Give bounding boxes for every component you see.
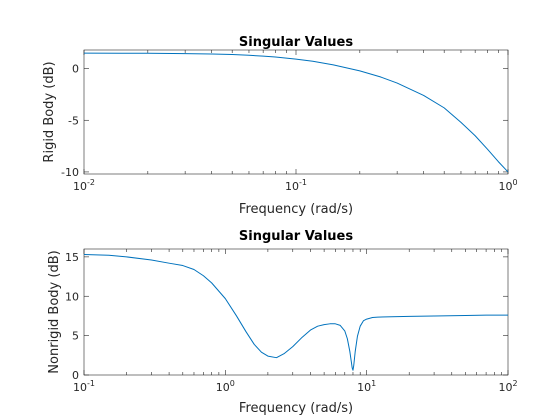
y-tick-label: 0 xyxy=(72,63,79,76)
x-axis-label: Frequency (rad/s) xyxy=(239,401,353,416)
axis-ticks: 10-2 10-1 100 0 -5 -10 xyxy=(61,50,518,193)
y-tick-label: -5 xyxy=(68,114,79,127)
x-tick-label: 101 xyxy=(357,379,376,394)
y-tick-label: 0 xyxy=(72,369,79,382)
plot-area xyxy=(83,49,509,175)
plot-area xyxy=(83,248,509,376)
rigid-body-plot: Singular Values Frequency (rad/s) Rigid … xyxy=(42,35,518,217)
x-tick-label: 10-1 xyxy=(73,379,95,394)
nonrigid-body-plot: Singular Values Frequency (rad/s) Nonrig… xyxy=(47,229,518,416)
y-tick-label: 10 xyxy=(65,290,79,303)
y-tick-label: -10 xyxy=(61,166,79,179)
x-tick-label: 10-1 xyxy=(285,178,307,193)
singular-value-line xyxy=(83,254,508,371)
y-axis-label: Nonrigid Body (dB) xyxy=(47,250,62,373)
y-tick-label: 15 xyxy=(65,251,79,264)
y-axis-label: Rigid Body (dB) xyxy=(42,61,57,162)
x-tick-label: 102 xyxy=(498,379,517,394)
y-tick-label: 5 xyxy=(72,330,79,343)
x-tick-label: 100 xyxy=(216,379,235,394)
x-axis-label: Frequency (rad/s) xyxy=(239,202,353,217)
axis-ticks: 10-1 100 101 102 0 5 10 15 xyxy=(65,249,518,394)
chart-title: Singular Values xyxy=(239,229,353,244)
x-tick-label: 100 xyxy=(498,178,517,193)
chart-title: Singular Values xyxy=(239,35,353,50)
x-tick-label: 10-2 xyxy=(73,178,95,193)
singular-value-line xyxy=(83,52,509,173)
